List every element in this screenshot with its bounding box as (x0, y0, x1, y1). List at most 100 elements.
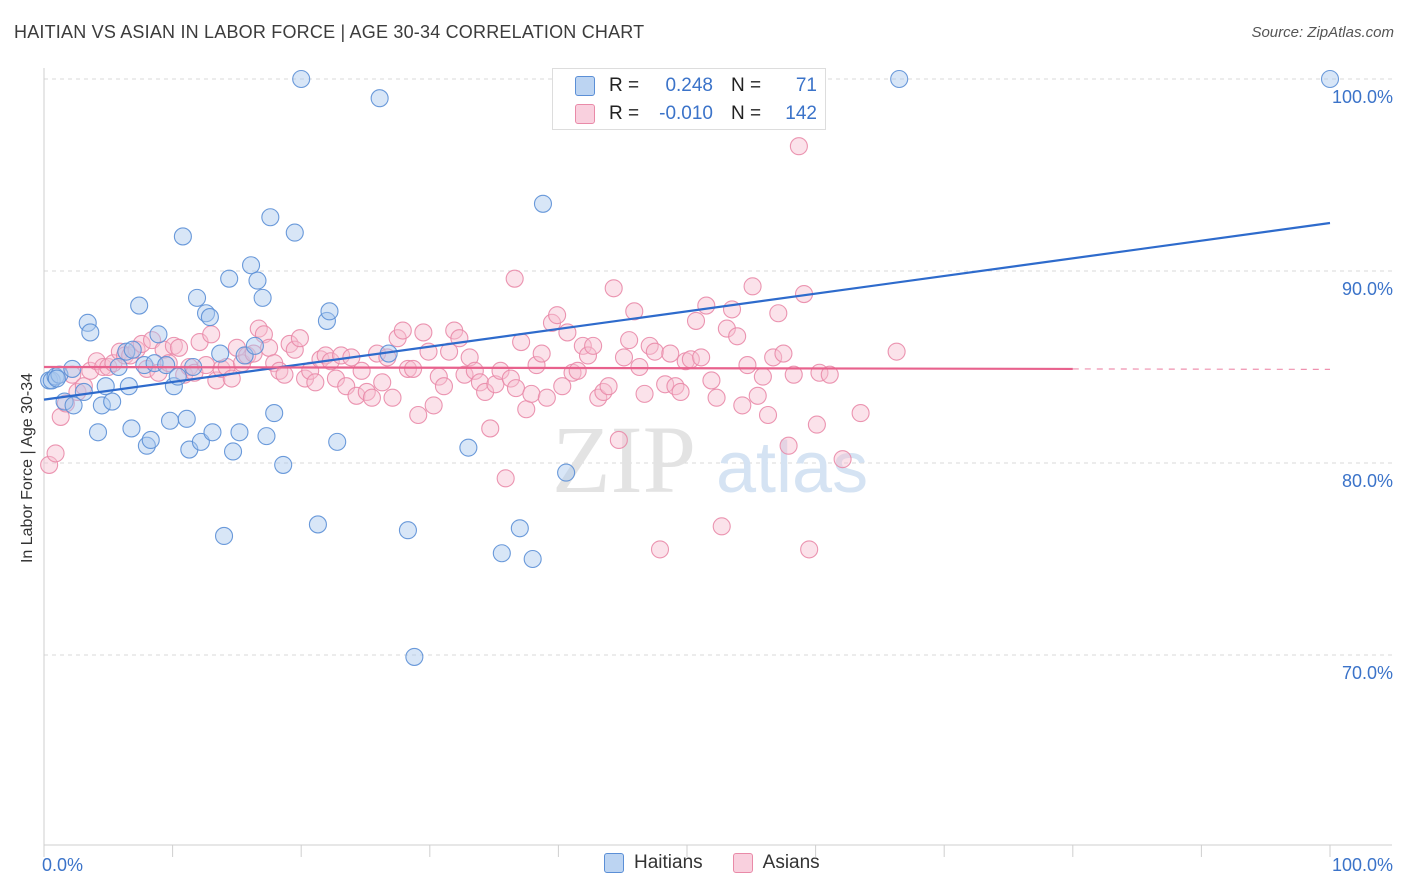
chart-title: HAITIAN VS ASIAN IN LABOR FORCE | AGE 30… (14, 22, 645, 42)
asian-point (887, 342, 906, 361)
y-tick-label: 70.0% (1342, 663, 1393, 683)
asian-point (774, 344, 793, 363)
asian-point (491, 361, 510, 380)
haitian-point (81, 323, 100, 342)
legend-label-haitians: Haitians (634, 852, 703, 873)
haitian-point (214, 526, 234, 546)
asian-point (548, 306, 567, 325)
asian-point (758, 405, 778, 425)
asian-point (398, 359, 417, 378)
haitian-point (141, 430, 160, 450)
y-tick-label: 100.0% (1332, 87, 1393, 107)
asian-point (707, 388, 726, 407)
chart-source: Source: ZipAtlas.com (1251, 24, 1394, 41)
asian-point (357, 382, 376, 402)
haitian-point (523, 549, 542, 569)
haitian-point (890, 69, 909, 89)
asian-point (630, 357, 649, 377)
asian-point (573, 336, 592, 355)
haitian-point (245, 336, 264, 355)
haitian-point (257, 427, 276, 446)
haitian-point (203, 423, 222, 442)
asian-point (202, 325, 221, 344)
asian-point (527, 356, 546, 375)
haitian-point (47, 369, 66, 388)
y-tick-label: 90.0% (1342, 279, 1393, 299)
asian-point (501, 369, 520, 388)
haitian-legend-swatch (604, 853, 624, 873)
asian-point (404, 359, 423, 378)
asian-point (347, 386, 366, 405)
haitian-point (308, 515, 327, 534)
legend-label-asians: Asians (762, 852, 820, 873)
asian-swatch (575, 104, 595, 124)
haitian-point (157, 356, 176, 375)
asian-point (512, 332, 531, 352)
asian-point (517, 400, 536, 419)
n-label: N = (731, 103, 762, 124)
asian-point (362, 388, 381, 407)
haitian-point (328, 432, 347, 451)
haitian-trend-line (43, 221, 1331, 401)
haitian-point (130, 296, 149, 315)
haitian-point (248, 271, 267, 290)
asian-point (784, 365, 803, 384)
haitian-point (117, 342, 136, 361)
asian-point (599, 377, 618, 396)
asian-point (584, 336, 603, 355)
asian-point (645, 342, 664, 361)
asian-point (661, 344, 680, 363)
asian-point (789, 137, 808, 156)
haitian-point (200, 308, 219, 327)
asian-point (769, 304, 788, 323)
haitian-point (211, 344, 230, 363)
asian-point (496, 469, 515, 488)
legend-item-asians[interactable]: Asians (732, 852, 820, 874)
asian-point (465, 361, 484, 380)
haitian-point (177, 409, 196, 428)
asian-point (460, 348, 479, 367)
haitian-point (92, 396, 111, 415)
r-value-asians: -0.010 (659, 103, 713, 124)
asian-point (807, 415, 826, 434)
asian-point (455, 365, 474, 384)
haitian-point (292, 69, 311, 89)
haitian-point (88, 423, 108, 442)
r-value-haitians: 0.248 (665, 75, 713, 96)
asian-point (393, 321, 412, 340)
asian-point (169, 338, 189, 357)
asian-point (553, 377, 572, 396)
haitian-points (40, 69, 1340, 666)
n-label: N = (731, 75, 762, 96)
asian-point (589, 388, 608, 407)
asian-point (476, 382, 495, 402)
haitian-point (253, 288, 272, 307)
asian-point (326, 369, 345, 388)
trend-lines (43, 221, 1331, 401)
legend-item-haitians[interactable]: Haitians (604, 852, 703, 874)
asian-point (712, 517, 731, 536)
haitian-point (557, 463, 576, 482)
watermark-zip: ZIP (552, 406, 696, 513)
asian-point (702, 371, 721, 390)
asian-point (851, 404, 870, 423)
legend-row-asians: R = -0.010 N = 142 (575, 103, 817, 125)
legend-row-haitians: R = 0.248 N = 71 (575, 75, 817, 97)
haitian-point (274, 455, 293, 474)
asian-point (522, 384, 541, 403)
asian-point (635, 384, 654, 403)
haitian-point (1320, 69, 1340, 89)
asian-point (609, 430, 628, 450)
asian-point (280, 334, 299, 354)
y-tick-label: 80.0% (1342, 471, 1393, 491)
asian-point (352, 361, 371, 380)
haitian-point (510, 519, 529, 538)
asian-point (434, 377, 453, 396)
haitian-point (123, 340, 142, 359)
r-label: R = (609, 103, 640, 124)
haitian-point (187, 288, 207, 307)
asian-point (46, 444, 65, 463)
asian-point (686, 311, 706, 330)
asian-point (620, 331, 639, 350)
